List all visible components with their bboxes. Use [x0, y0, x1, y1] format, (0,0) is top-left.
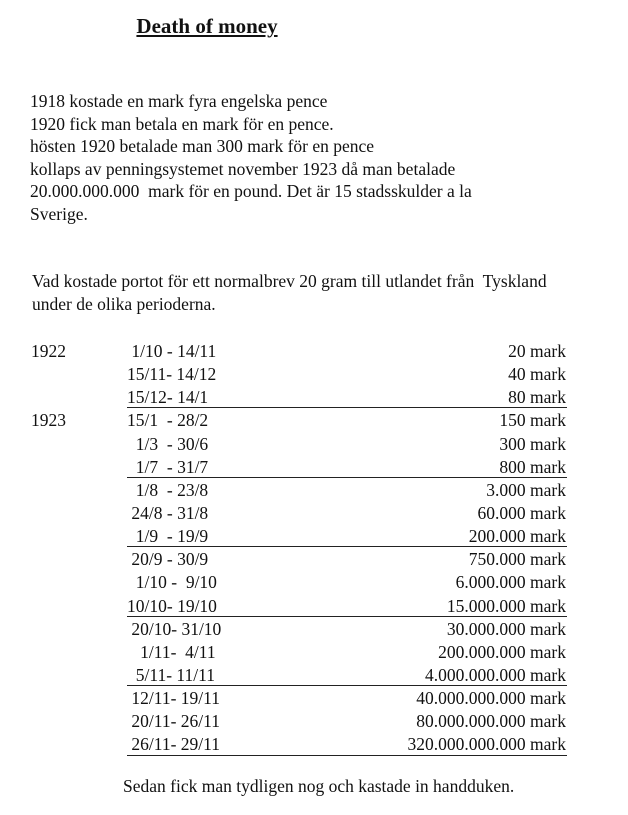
separator-line	[127, 546, 567, 548]
date-range: 1/7 - 31/7	[127, 456, 209, 477]
date-range: 24/8 - 31/8	[127, 502, 209, 523]
date-range: 1/8 - 23/8	[127, 479, 209, 500]
rate-value: 200.000.000 mark	[438, 641, 566, 662]
rate-row: 1/3 - 30/6 300 mark	[0, 433, 628, 456]
rate-value: 80 mark	[508, 387, 566, 408]
date-range: 15/11- 14/12	[127, 364, 217, 385]
rate-row: 20/9 - 30/9 750.000 mark	[0, 548, 628, 571]
question-line: under de olika perioderna.	[32, 293, 216, 314]
separator-line	[127, 476, 567, 478]
question-line: Vad kostade portot för ett normalbrev 20…	[32, 271, 547, 291]
rate-row: 10/10- 19/10 15.000.000 mark	[0, 595, 628, 618]
rate-value: 20 mark	[508, 341, 566, 361]
date-range: 20/11- 26/11	[127, 711, 221, 732]
date-range: 10/10- 19/10	[127, 595, 217, 616]
intro-line: 20.000.000.000 mark för en pound. Det är…	[30, 181, 472, 201]
rate-value: 40.000.000.000 mark	[416, 688, 566, 709]
intro-line: 1920 fick man betala en mark för en penc…	[30, 113, 334, 134]
separator-line	[127, 407, 567, 409]
date-range: 20/10- 31/10	[127, 618, 222, 639]
date-range: 15/12- 14/1	[127, 387, 209, 408]
year-label: 1923	[31, 410, 66, 431]
rate-value: 750.000 mark	[468, 549, 566, 570]
rate-row: 1/11- 4/11 200.000.000 mark	[0, 641, 628, 664]
rate-value: 6.000.000 mark	[455, 572, 566, 593]
rate-row: 1/7 - 31/7 800 mark	[0, 456, 628, 479]
date-range: 20/9 - 30/9	[127, 549, 209, 570]
rate-row: 20/11- 26/11 80.000.000.000 mark	[0, 710, 628, 733]
year-label: 1922	[31, 341, 66, 361]
date-range: 5/11- 11/11	[127, 664, 215, 685]
rate-row: 1923 15/1 - 28/2 150 mark	[0, 409, 628, 432]
rate-row: 15/12- 14/1 80 mark	[0, 386, 628, 409]
separator-line	[127, 685, 567, 687]
intro-paragraph: 1918 kostade en mark fyra engelska pence…	[30, 90, 472, 225]
date-range: 1/11- 4/11	[127, 641, 216, 662]
page-title: Death of money	[136, 14, 278, 38]
date-range: 26/11- 29/11	[127, 734, 221, 755]
rate-value: 150 mark	[499, 410, 566, 431]
rate-value: 30.000.000 mark	[446, 618, 566, 639]
rate-row: 15/11- 14/12 40 mark	[0, 363, 628, 386]
closing-remark: Sedan fick man tydligen nog och kastade …	[123, 776, 515, 796]
intro-line: hösten 1920 betalade man 300 mark för en…	[30, 136, 375, 156]
rate-value: 800 mark	[499, 456, 566, 477]
intro-line: Sverige.	[30, 203, 88, 224]
postage-rate-table: 1922 1/10 - 14/11 20 mark 15/11- 14/12 40 m…	[0, 340, 628, 757]
rate-row: 12/11- 19/11 40.000.000.000 mark	[0, 687, 628, 710]
date-range: 1/10 - 9/10	[127, 572, 217, 593]
rate-value: 3.000 mark	[486, 479, 566, 500]
rate-value: 40 mark	[508, 364, 566, 385]
date-range: 15/1 - 28/2	[127, 410, 209, 431]
date-range: 1/10 - 14/11	[127, 341, 217, 361]
question-paragraph: Vad kostade portot för ett normalbrev 20…	[32, 270, 547, 315]
rate-value: 4.000.000.000 mark	[425, 664, 566, 685]
rate-value: 320.000.000.000 mark	[407, 734, 566, 755]
rate-row: 1/9 - 19/9 200.000 mark	[0, 525, 628, 548]
rate-row: 24/8 - 31/8 60.000 mark	[0, 502, 628, 525]
rate-value: 15.000.000 mark	[446, 595, 566, 616]
rate-row: 20/10- 31/10 30.000.000 mark	[0, 618, 628, 641]
date-range: 12/11- 19/11	[127, 688, 221, 709]
rate-row: 26/11- 29/11 320.000.000.000 mark	[0, 733, 628, 756]
rate-value: 300 mark	[499, 433, 566, 454]
rate-value: 60.000 mark	[477, 502, 566, 523]
rate-value: 80.000.000.000 mark	[416, 711, 566, 732]
rate-row: 1922 1/10 - 14/11 20 mark	[0, 340, 628, 363]
separator-line	[127, 615, 567, 617]
rate-row: 1/10 - 9/10 6.000.000 mark	[0, 571, 628, 594]
separator-line	[127, 754, 567, 756]
date-range: 1/3 - 30/6	[127, 433, 209, 454]
rate-row: 5/11- 11/11 4.000.000.000 mark	[0, 664, 628, 687]
date-range: 1/9 - 19/9	[127, 526, 209, 547]
rate-value: 200.000 mark	[468, 526, 566, 547]
intro-line: 1918 kostade en mark fyra engelska pence	[30, 91, 328, 111]
rate-row: 1/8 - 23/8 3.000 mark	[0, 479, 628, 502]
intro-line: kollaps av penningsystemet november 1923…	[30, 158, 456, 179]
